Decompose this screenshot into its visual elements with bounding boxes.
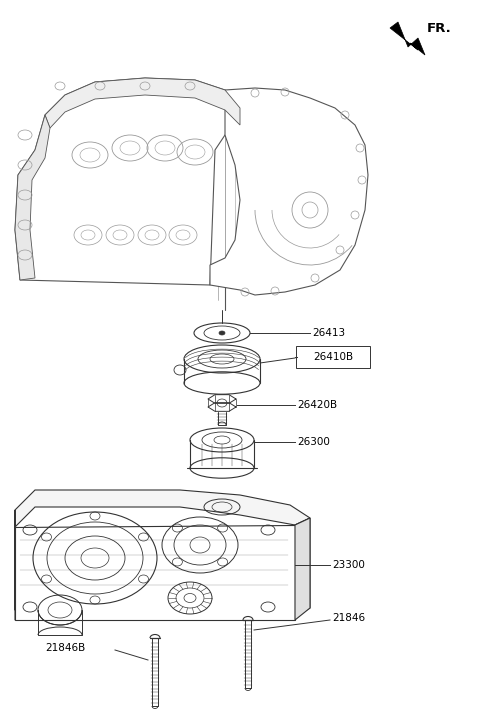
Text: 21846B: 21846B — [45, 643, 85, 653]
Text: 23300: 23300 — [332, 560, 365, 570]
Polygon shape — [15, 510, 310, 620]
Polygon shape — [15, 525, 295, 620]
Text: 26420B: 26420B — [297, 400, 337, 410]
Text: 21846: 21846 — [332, 613, 365, 623]
Ellipse shape — [219, 331, 225, 335]
Polygon shape — [210, 88, 368, 295]
Text: FR.: FR. — [427, 22, 452, 35]
Polygon shape — [295, 518, 310, 620]
Polygon shape — [15, 78, 240, 285]
Text: 26413: 26413 — [312, 328, 345, 338]
Text: 26410B: 26410B — [313, 352, 353, 362]
Text: 26300: 26300 — [297, 437, 330, 447]
Polygon shape — [15, 490, 310, 527]
FancyBboxPatch shape — [296, 346, 370, 368]
Polygon shape — [15, 115, 50, 280]
Polygon shape — [390, 22, 425, 55]
Polygon shape — [45, 78, 240, 128]
